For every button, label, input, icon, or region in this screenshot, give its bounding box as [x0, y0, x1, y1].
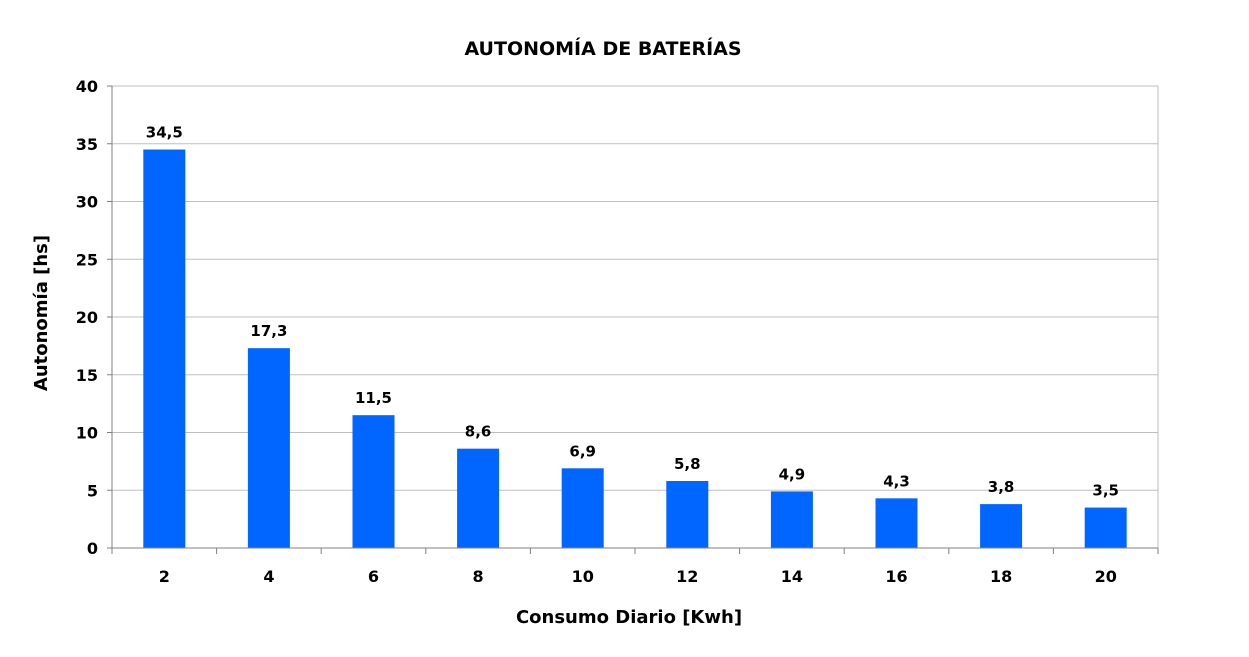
y-tick-label: 30 — [76, 193, 98, 212]
bar — [666, 481, 709, 548]
data-label: 8,6 — [465, 423, 492, 441]
x-tick-label: 14 — [781, 567, 803, 586]
chart-title: AUTONOMÍA DE BATERÍAS — [464, 37, 741, 60]
x-tick-label: 18 — [990, 567, 1012, 586]
x-tick-label: 20 — [1095, 567, 1117, 586]
data-label: 34,5 — [146, 124, 183, 142]
data-label: 3,5 — [1092, 482, 1119, 500]
y-tick-label: 10 — [76, 424, 98, 443]
x-tick-label: 8 — [473, 567, 484, 586]
y-tick-label: 20 — [76, 308, 98, 327]
y-tick-label: 25 — [76, 250, 98, 269]
bar — [457, 448, 500, 548]
data-label: 17,3 — [250, 322, 287, 340]
bar — [770, 491, 813, 548]
bars — [143, 149, 1127, 548]
data-label: 5,8 — [674, 455, 701, 473]
bar — [561, 468, 604, 548]
bar — [143, 149, 186, 548]
bar — [980, 504, 1023, 548]
x-tick-label: 2 — [159, 567, 170, 586]
x-tick-label: 16 — [885, 567, 907, 586]
axes — [107, 85, 1159, 554]
bar — [1084, 507, 1127, 548]
data-labels: 34,5 17,3 11,5 8,6 6,9 5,8 4,9 4,3 3,8 3,5 — [146, 124, 1119, 500]
bar — [247, 348, 290, 548]
x-tick-label: 10 — [572, 567, 594, 586]
bar — [875, 498, 918, 548]
y-tick-label: 5 — [87, 481, 98, 500]
y-tick-label: 40 — [76, 77, 98, 96]
data-label: 11,5 — [355, 389, 392, 407]
x-tick-label: 12 — [676, 567, 698, 586]
x-axis-label: Consumo Diario [Kwh] — [516, 607, 742, 628]
y-tick-label: 0 — [87, 539, 98, 558]
bar — [352, 415, 395, 548]
x-tick-label: 4 — [263, 567, 274, 586]
data-label: 3,8 — [988, 478, 1015, 496]
x-tick-labels: 2 4 6 8 10 12 14 16 18 20 — [159, 567, 1117, 586]
data-label: 6,9 — [569, 442, 596, 460]
y-tick-labels: 0 5 10 15 20 25 30 35 40 — [76, 77, 98, 558]
data-label: 4,9 — [779, 465, 806, 483]
y-tick-label: 35 — [76, 135, 98, 154]
x-tick-label: 6 — [368, 567, 379, 586]
y-axis-label: Autonomía [hs] — [31, 235, 52, 391]
data-label: 4,3 — [883, 472, 910, 490]
y-tick-label: 15 — [76, 366, 98, 385]
